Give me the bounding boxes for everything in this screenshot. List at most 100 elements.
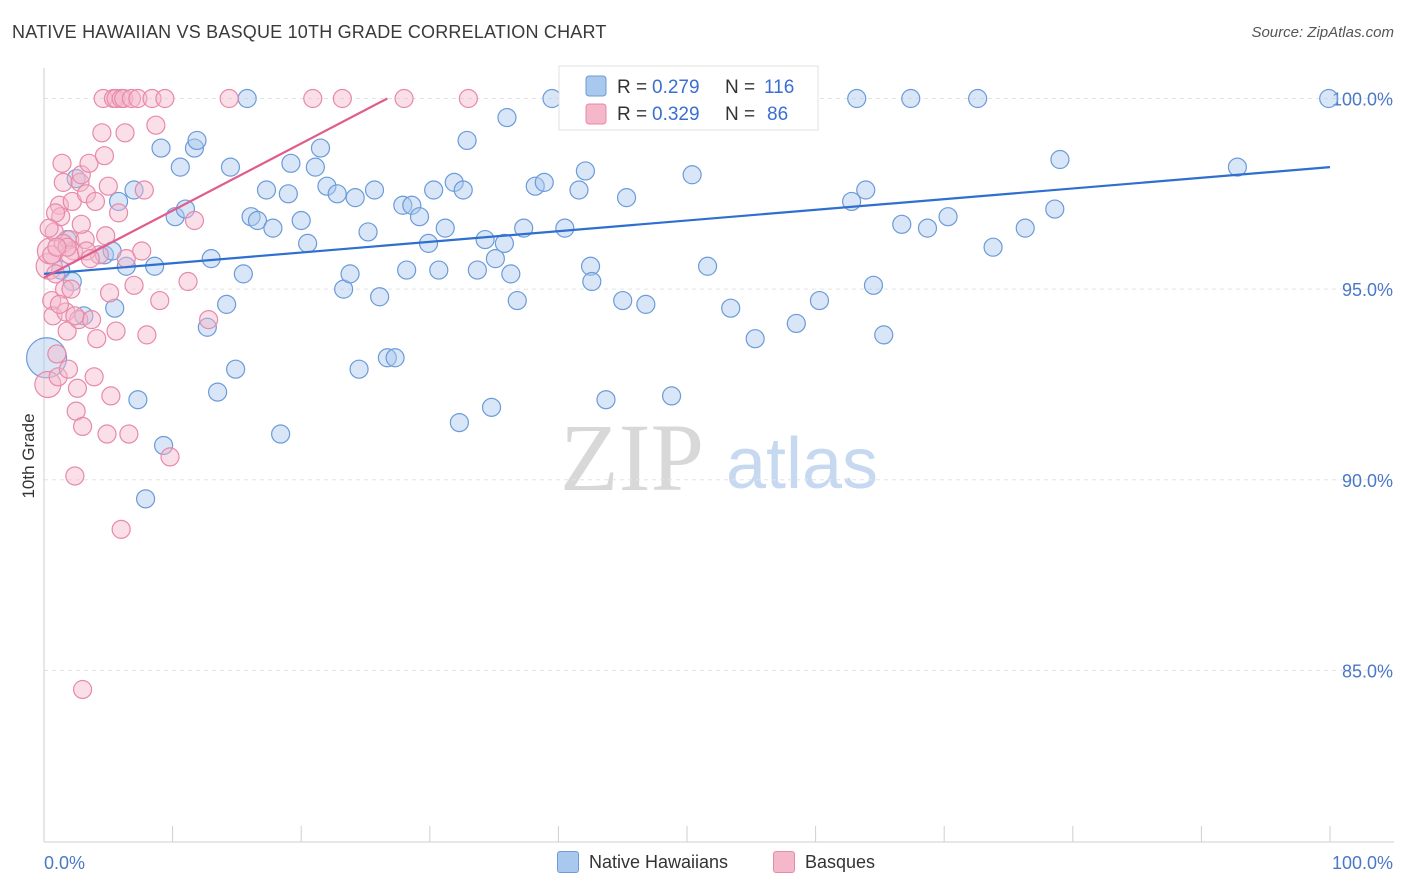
legend-item-native-hawaiians[interactable]: Native Hawaiians: [557, 851, 728, 873]
y-tick-label: 90.0%: [1342, 471, 1393, 491]
legend-swatch-pink: [585, 103, 607, 125]
native-hawaiian-point: [453, 180, 473, 200]
basque-point: [115, 123, 135, 143]
legend-n-label-2: N =: [725, 104, 755, 125]
trend-line-basques: [43, 97, 388, 279]
native-hawaiian-point: [481, 397, 502, 417]
axes: [43, 68, 1394, 843]
basque-point: [155, 88, 175, 109]
legend-swatch-blue: [585, 75, 607, 97]
native-hawaiian-point: [370, 287, 390, 307]
native-hawaiian-point: [237, 88, 257, 109]
native-hawaiian-point: [271, 424, 291, 444]
native-hawaiian-point: [153, 435, 174, 456]
basque-point: [98, 176, 118, 196]
x-tick-label-min: 0.0%: [44, 853, 85, 873]
basque-point: [48, 367, 68, 387]
basque-point: [47, 237, 67, 257]
native-hawaiian-point: [397, 260, 417, 280]
native-hawaiian-point: [616, 188, 637, 208]
basque-point: [199, 310, 219, 330]
native-hawaiian-point: [310, 138, 331, 158]
native-hawaiian-point: [636, 294, 656, 314]
native-hawaiian-point: [485, 249, 505, 269]
top-legend: R = 0.279 N = 116 R = 0.329 N = 86: [558, 65, 819, 131]
basque-point: [57, 237, 77, 257]
native-hawaiian-point: [745, 329, 765, 349]
basque-point: [49, 294, 70, 314]
native-hawaiian-point: [256, 180, 277, 200]
native-hawaiian-point: [247, 210, 268, 231]
basque-point: [111, 519, 131, 539]
native-hawaiian-point: [467, 260, 487, 280]
y-tick-labels: 85.0% 90.0% 95.0% 100.0%: [1332, 90, 1393, 682]
native-hawaiian-point: [305, 157, 325, 177]
basque-point: [53, 172, 73, 192]
basque-point: [106, 321, 126, 341]
native-hawaiian-point: [278, 184, 298, 204]
basque-point: [184, 210, 205, 231]
basque-point: [97, 424, 117, 444]
native-hawaiian-point: [187, 130, 207, 151]
basque-point: [43, 306, 63, 326]
native-hawaiian-point: [534, 172, 554, 192]
trend-line-native-hawaiians: [43, 166, 1331, 275]
x-tick-label-max: 100.0%: [1332, 853, 1393, 873]
native-hawaiian-point: [847, 88, 867, 109]
native-hawaiian-point: [135, 489, 156, 509]
native-hawaiian-point: [661, 386, 682, 406]
native-hawaiian-point: [580, 256, 601, 276]
basque-point: [119, 424, 139, 444]
basque-point: [106, 88, 126, 109]
legend-swatch-basques: [773, 851, 795, 873]
native-hawaiian-point: [575, 161, 596, 181]
legend-r-value-2: 0.329: [652, 104, 700, 125]
basque-point: [71, 214, 91, 234]
basque-point: [52, 153, 72, 173]
native-hawaiian-point: [170, 157, 190, 177]
basque-point: [121, 88, 142, 109]
native-hawaiian-point: [108, 191, 129, 212]
native-hawaiian-point: [105, 298, 125, 318]
basque-point: [47, 344, 67, 364]
native-hawaiian-point: [340, 264, 360, 284]
native-hawaiian-point: [613, 290, 633, 311]
native-hawaiian-point: [786, 313, 806, 334]
native-hawaiian-point: [856, 180, 876, 200]
legend-label-native-hawaiians: Native Hawaiians: [589, 851, 729, 872]
native-hawaiian-point: [220, 157, 241, 177]
legend-n-value-1: 116: [764, 77, 794, 98]
basque-point: [87, 329, 107, 349]
native-hawaiian-point: [682, 165, 702, 185]
y-tick-label: 100.0%: [1332, 90, 1393, 110]
native-hawaiian-point: [457, 130, 477, 151]
basque-point: [72, 416, 93, 437]
basque-point: [132, 241, 152, 261]
native-hawaiian-point: [429, 260, 449, 280]
basque-point: [150, 290, 170, 311]
basque-point: [160, 447, 180, 467]
native-hawaiian-point: [291, 210, 311, 231]
native-hawaiian-point: [892, 214, 912, 234]
native-hawaiian-point: [377, 348, 397, 368]
native-hawaiian-point: [1319, 88, 1339, 109]
native-hawaiian-point: [901, 88, 921, 109]
basque-point: [219, 88, 239, 109]
basque-point: [84, 367, 104, 387]
legend-n-label-1: N =: [725, 77, 755, 98]
native-hawaiian-point: [569, 180, 589, 200]
native-hawaiian-point: [1227, 157, 1248, 177]
legend-item-basques[interactable]: Basques: [773, 851, 875, 873]
basque-point: [101, 386, 121, 406]
basque-point: [51, 207, 71, 227]
basque-point: [114, 88, 134, 109]
native-hawaiian-point: [385, 348, 405, 368]
trend-lines: [43, 97, 1331, 279]
basque-point: [39, 218, 59, 238]
native-hawaiian-point: [721, 298, 741, 318]
native-hawaiian-point: [497, 107, 517, 128]
basque-point: [71, 165, 91, 185]
native-hawaiian-point: [1045, 199, 1065, 219]
native-hawaiian-point: [298, 233, 318, 253]
native-hawaiian-point: [184, 138, 205, 158]
